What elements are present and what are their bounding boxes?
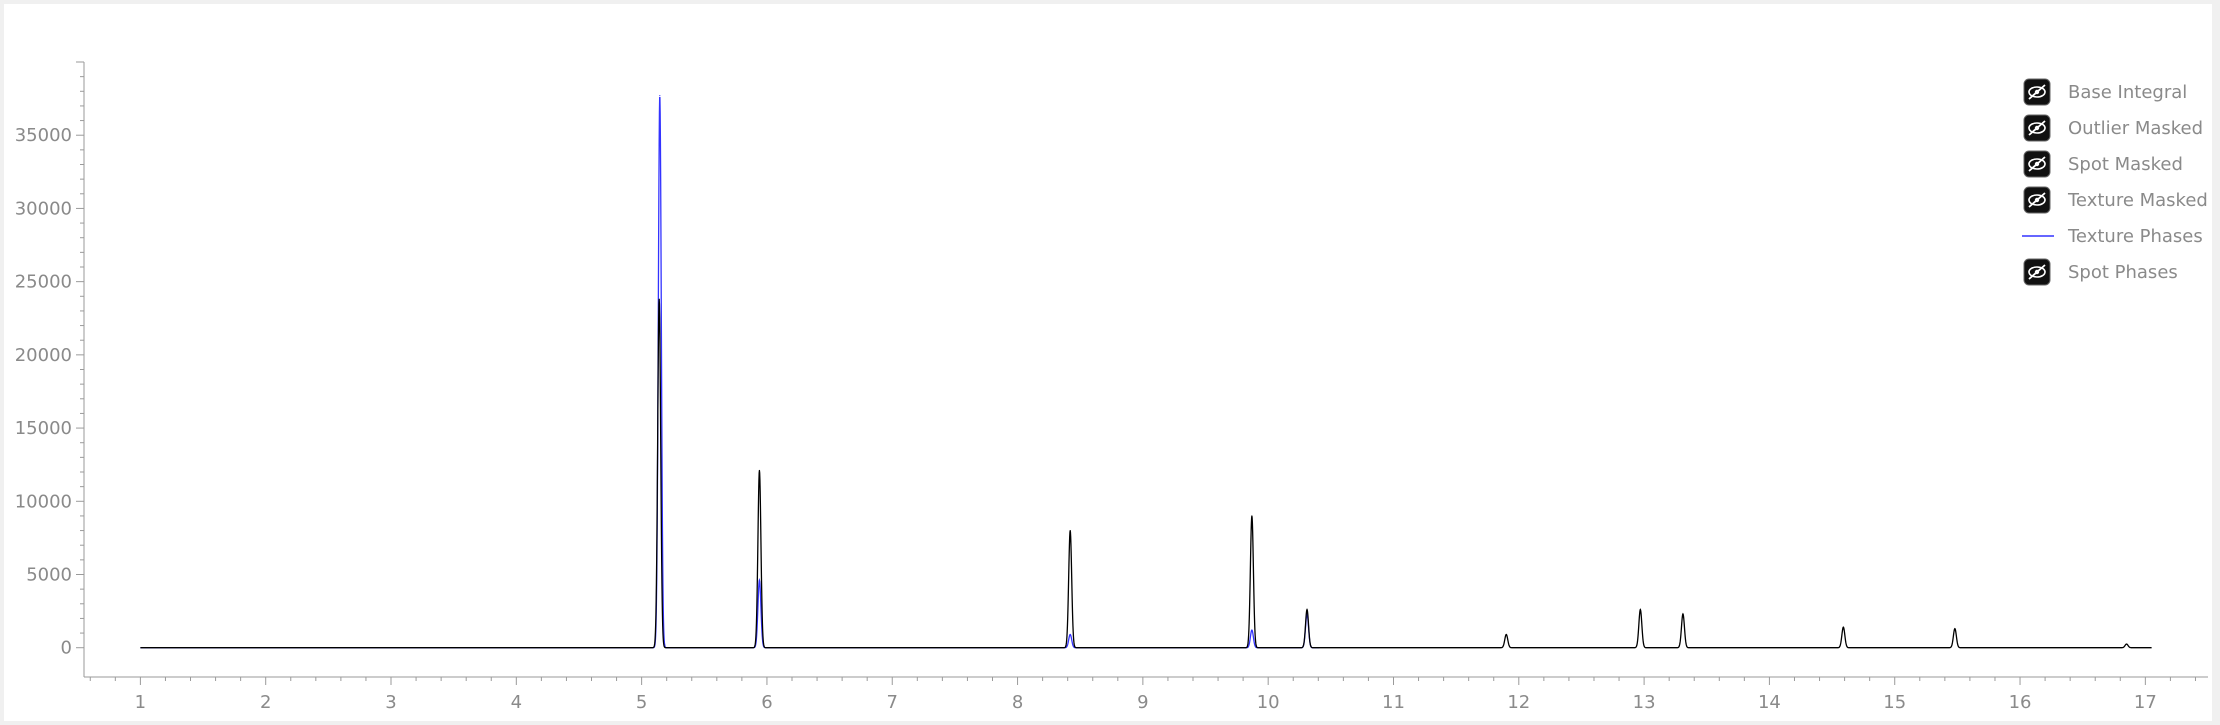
x-tick-label: 13 [1633,692,1656,713]
legend-label: Texture Phases [2067,226,2203,247]
base-integral-peak-point [1069,529,1071,532]
legend-item-spot-phases[interactable]: Spot Phases [2023,258,2178,286]
x-tick-label: 10 [1257,692,1280,713]
legend-item-base-integral[interactable]: Base Integral [2023,78,2187,106]
legend-label: Spot Masked [2068,154,2183,175]
legend-item-outlier-masked[interactable]: Outlier Masked [2023,114,2203,142]
x-tick-label: 7 [887,692,898,713]
base-integral-line [140,299,2152,649]
legend-item-spot-masked[interactable]: Spot Masked [2023,150,2183,178]
y-tick-label: 10000 [15,491,72,512]
x-tick-label: 2 [260,692,271,713]
legend-item-texture-phases[interactable]: Texture Phases [2022,226,2203,247]
eye-off-icon[interactable] [2023,114,2051,142]
y-tick-label: 15000 [15,418,72,439]
texture-phases-peak-point [1251,629,1253,631]
series-layer [140,95,2152,649]
base-integral-peak-point [1306,609,1308,611]
x-tick-label: 14 [1758,692,1781,713]
axes: 1 2 3 4 5 6 7 8 9 10 11 12 13 14 15 16 17050001000015000… [15,61,2208,713]
legend-label: Base Integral [2068,82,2187,103]
texture-phases-peak-point [758,579,761,581]
base-integral-peak-point [1954,628,1956,630]
y-tick-label: 25000 [15,272,72,293]
texture-phases-peak-point [659,95,661,97]
eye-off-icon[interactable] [2023,186,2051,214]
base-integral-peak-point [658,298,660,300]
y-tick-label: 35000 [15,125,72,146]
y-tick-label: 30000 [15,198,72,219]
chart[interactable]: 1 2 3 4 5 6 7 8 9 10 11 12 13 14 15 16 17050001000015000… [4,4,2212,721]
x-tick-label: 4 [511,692,522,713]
plot-panel: 1 2 3 4 5 6 7 8 9 10 11 12 13 14 15 16 17 0 5000 10000 15000… [4,4,2212,721]
x-tick-label: 15 [1883,692,1906,713]
x-tick-label: 12 [1507,692,1530,713]
eye-off-icon[interactable] [2023,78,2051,106]
eye-off-icon[interactable] [2023,258,2051,286]
eye-off-icon[interactable] [2023,150,2051,178]
x-tick-label: 6 [761,692,772,713]
legend-label: Spot Phases [2068,262,2178,283]
base-integral-peak-point [1639,609,1641,611]
y-tick-label: 5000 [26,565,72,586]
x-tick-label: 3 [385,692,396,713]
x-tick-label: 17 [2134,692,2157,713]
x-tick-label: 1 [135,692,146,713]
x-tick-label: 16 [2009,692,2032,713]
x-tick-label: 5 [636,692,647,713]
texture-phases-line [140,96,1320,649]
legend-label: Outlier Masked [2068,118,2203,139]
y-tick-label: 20000 [15,345,72,366]
base-integral-peak-point [1505,633,1507,636]
base-integral-peak-point [1251,515,1253,517]
y-tick-label: 0 [61,638,72,659]
x-tick-label: 8 [1012,692,1023,713]
base-integral-peak-point [2125,643,2128,645]
x-tick-label: 11 [1382,692,1405,713]
base-integral-peak-point [1682,613,1684,615]
legend: Base Integral Outlier Masked Spot Masked Te… [2022,78,2208,286]
x-tick-label: 9 [1137,692,1148,713]
base-integral-peak-point [758,469,761,472]
base-integral-peak-point [1842,626,1844,628]
legend-item-texture-masked[interactable]: Texture Masked [2023,186,2208,214]
texture-phases-peak-point [1069,633,1071,636]
legend-label: Texture Masked [2067,190,2208,211]
texture-phases-series [140,95,1320,649]
base-integral-series [140,298,2152,649]
